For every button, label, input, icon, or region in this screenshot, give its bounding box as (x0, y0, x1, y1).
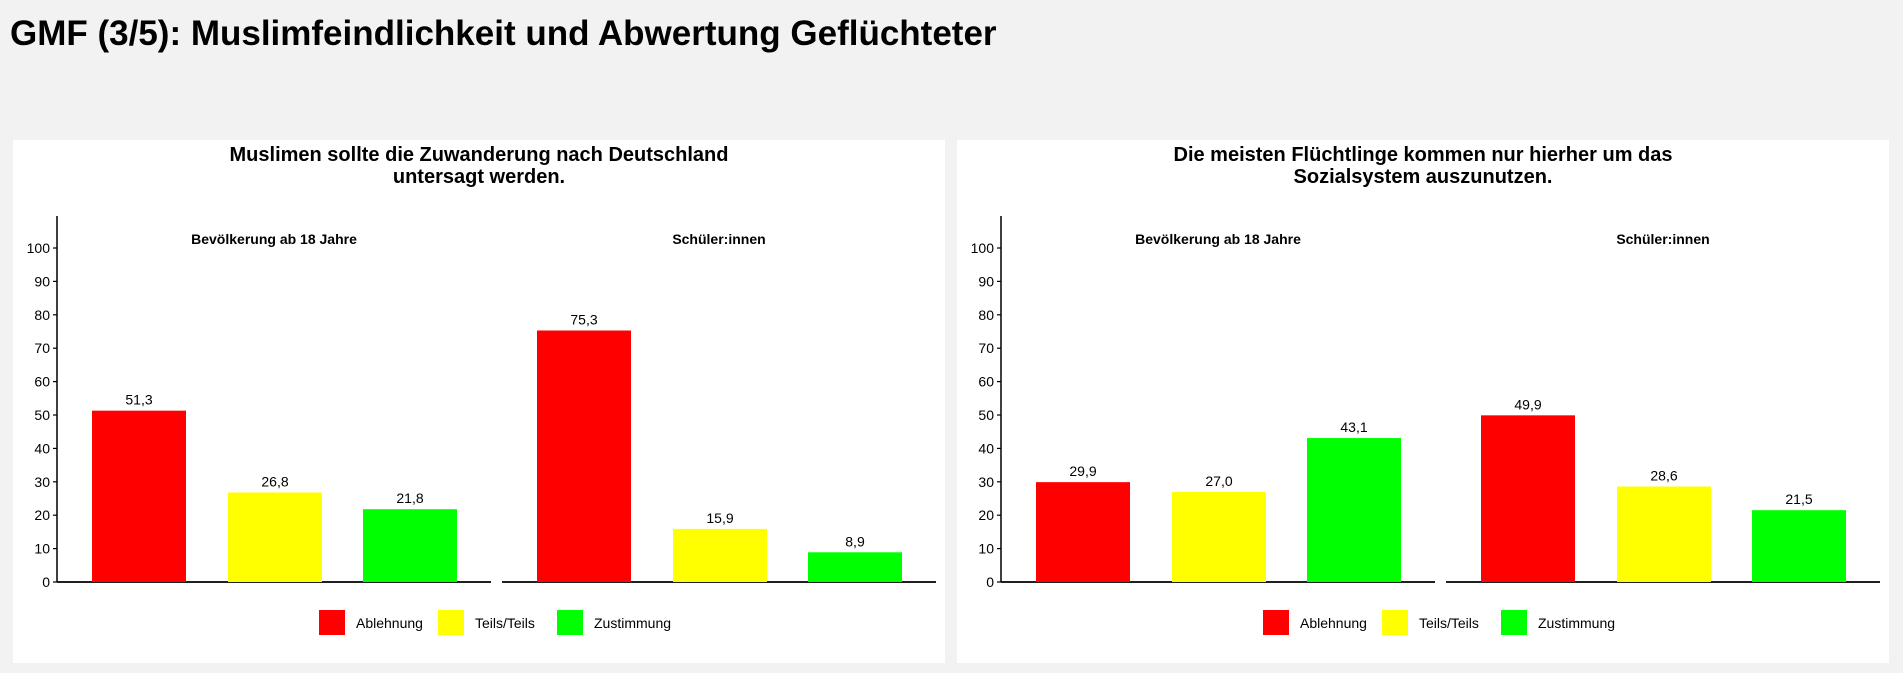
bar-value-label: 51,3 (125, 392, 152, 408)
chart-panel-muslim: Muslimen sollte die Zuwanderung nach Deu… (13, 140, 945, 663)
y-tick-label: 30 (34, 474, 50, 490)
bar-value-label: 49,9 (1514, 396, 1541, 412)
bar-value-label: 29,9 (1069, 463, 1096, 479)
legend-swatch (1382, 610, 1408, 635)
legend-swatch (557, 610, 583, 635)
legend-swatch (1263, 610, 1289, 635)
bar-zustimmung (1307, 438, 1401, 582)
bar-ablehnung (1481, 415, 1575, 582)
bar-value-label: 43,1 (1340, 419, 1367, 435)
legend-label: Zustimmung (1538, 615, 1615, 631)
legend-label: Teils/Teils (475, 615, 535, 631)
chart-title-line: Sozialsystem auszunutzen. (1294, 166, 1553, 188)
bar-value-label: 27,0 (1205, 473, 1232, 489)
chart-title-line: untersagt werden. (393, 166, 565, 188)
bar-value-label: 21,5 (1785, 491, 1812, 507)
y-tick-label: 50 (34, 407, 50, 423)
y-tick-label: 100 (971, 240, 995, 256)
bar-teils-teils (673, 528, 767, 582)
bar-zustimmung (363, 509, 457, 582)
y-tick-label: 20 (34, 507, 50, 523)
y-tick-label: 90 (978, 273, 994, 289)
y-tick-label: 60 (978, 374, 994, 390)
chart-svg: Muslimen sollte die Zuwanderung nach Deu… (27, 144, 936, 635)
bar-zustimmung (808, 552, 902, 582)
legend-label: Ablehnung (1300, 615, 1367, 631)
bar-teils-teils (228, 492, 322, 582)
chart-panel-fluechtlinge: Die meisten Flüchtlinge kommen nur hierh… (957, 140, 1889, 663)
y-tick-label: 30 (978, 474, 994, 490)
y-tick-label: 100 (27, 240, 51, 256)
bar-zustimmung (1752, 510, 1846, 582)
legend-swatch (319, 610, 345, 635)
facet-label: Bevölkerung ab 18 Jahre (1135, 231, 1301, 247)
facet-label: Bevölkerung ab 18 Jahre (191, 231, 357, 247)
chart-svg: Die meisten Flüchtlinge kommen nur hierh… (971, 144, 1880, 635)
page-title: GMF (3/5): Muslimfeindlichkeit und Abwer… (10, 14, 997, 53)
y-tick-label: 0 (42, 574, 50, 590)
y-tick-label: 90 (34, 273, 50, 289)
bar-value-label: 8,9 (845, 533, 865, 549)
legend-label: Zustimmung (594, 615, 671, 631)
y-tick-label: 70 (978, 340, 994, 356)
y-tick-label: 80 (34, 307, 50, 323)
y-tick-label: 10 (978, 541, 994, 557)
facet-label: Schüler:innen (672, 231, 765, 247)
y-tick-label: 60 (34, 374, 50, 390)
legend-swatch (438, 610, 464, 635)
chart-title-line: Die meisten Flüchtlinge kommen nur hierh… (1174, 144, 1673, 166)
y-tick-label: 40 (978, 440, 994, 456)
y-tick-label: 50 (978, 407, 994, 423)
y-tick-label: 40 (34, 440, 50, 456)
bar-teils-teils (1617, 486, 1711, 582)
y-tick-label: 20 (978, 507, 994, 523)
bar-value-label: 21,8 (396, 490, 423, 506)
legend-label: Teils/Teils (1419, 615, 1479, 631)
bar-value-label: 15,9 (706, 510, 733, 526)
chart-title-line: Muslimen sollte die Zuwanderung nach Deu… (230, 144, 729, 166)
bar-ablehnung (537, 330, 631, 582)
bar-value-label: 28,6 (1650, 467, 1677, 483)
legend-swatch (1501, 610, 1527, 635)
y-tick-label: 0 (986, 574, 994, 590)
y-tick-label: 10 (34, 541, 50, 557)
bar-teils-teils (1172, 491, 1266, 582)
y-tick-label: 80 (978, 307, 994, 323)
bar-value-label: 75,3 (570, 311, 597, 327)
bar-ablehnung (1036, 482, 1130, 582)
facet-label: Schüler:innen (1616, 231, 1709, 247)
legend-label: Ablehnung (356, 615, 423, 631)
bar-ablehnung (92, 410, 186, 582)
bar-value-label: 26,8 (261, 473, 288, 489)
y-tick-label: 70 (34, 340, 50, 356)
